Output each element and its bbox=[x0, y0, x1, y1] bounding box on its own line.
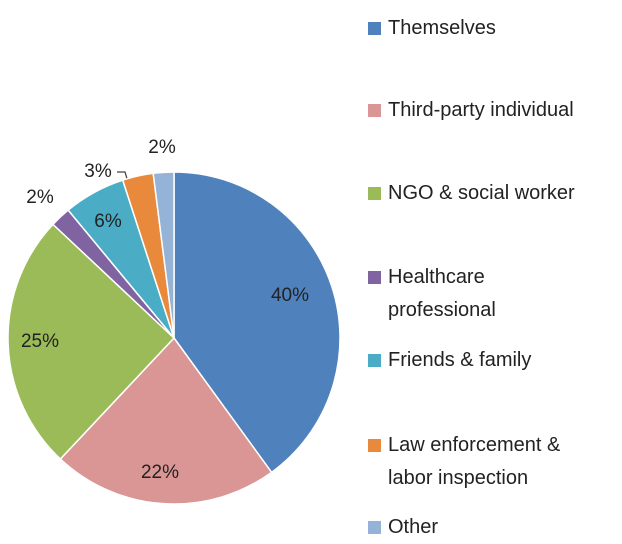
pie-slice bbox=[59, 336, 273, 505]
data-label: 2% bbox=[148, 137, 176, 158]
legend-swatch bbox=[368, 104, 381, 117]
legend-label: Themselves bbox=[388, 17, 496, 39]
data-label: 3% bbox=[84, 161, 112, 182]
pie-slice bbox=[7, 223, 176, 461]
data-label: 2% bbox=[26, 187, 54, 208]
legend-item: Law enforcement & labor inspection bbox=[368, 429, 560, 495]
legend-item: Friends & family bbox=[368, 344, 531, 377]
legend-item: Third-party individual bbox=[368, 94, 574, 127]
data-label: 6% bbox=[94, 211, 122, 232]
legend-label: Third-party individual bbox=[388, 99, 574, 121]
legend-label: Healthcare professional bbox=[388, 266, 496, 321]
legend-item: Healthcare professional bbox=[368, 261, 496, 327]
legend-swatch bbox=[368, 187, 381, 200]
legend-item: Themselves bbox=[368, 12, 496, 45]
legend-swatch bbox=[368, 439, 381, 452]
legend-label: Other bbox=[388, 516, 439, 538]
legend-swatch bbox=[368, 271, 381, 284]
legend-item: Other bbox=[368, 511, 438, 544]
legend-swatch bbox=[368, 22, 381, 35]
legend-swatch bbox=[368, 354, 381, 367]
data-label: 40% bbox=[271, 285, 309, 306]
data-label: 22% bbox=[141, 462, 179, 483]
pie-slice bbox=[173, 171, 341, 474]
legend-item: NGO & social worker bbox=[368, 177, 575, 210]
legend-label: Friends & family bbox=[388, 349, 532, 371]
data-label: 25% bbox=[21, 331, 59, 352]
pie-slice bbox=[152, 171, 175, 339]
legend-label: Law enforcement & labor inspection bbox=[388, 434, 561, 489]
legend-label: NGO & social worker bbox=[388, 182, 575, 204]
legend-swatch bbox=[368, 521, 381, 534]
